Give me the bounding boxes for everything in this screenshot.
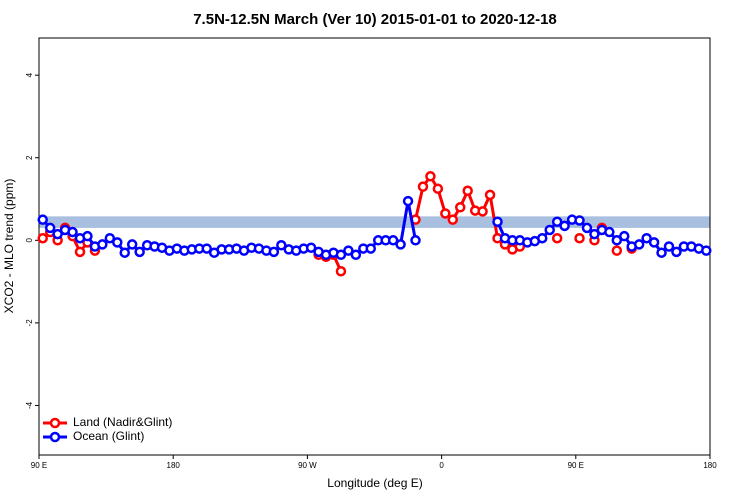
data-point [112,237,123,248]
y-tick-label: 0 [25,238,34,243]
data-point [104,232,116,244]
data-point [641,232,652,244]
data-point [537,232,548,244]
data-point [126,239,138,250]
x-tick-label: 0 [439,461,444,470]
data-point [410,235,421,246]
data-point [574,215,585,226]
data-point [671,246,682,258]
data-point [365,243,377,254]
data-point [440,208,451,219]
x-tick-label: 180 [703,461,717,470]
data-point [305,242,317,253]
data-point [82,230,93,242]
data-point [44,222,56,234]
data-point [462,185,473,197]
data-point [74,246,86,258]
data-point [425,171,436,182]
data-point [604,226,615,238]
data-point [97,239,108,250]
data-point [417,181,429,192]
reference-band [39,216,710,228]
data-point [37,232,48,244]
data-point [701,245,712,256]
x-tick-label: 90 W [298,461,317,470]
data-point [492,216,503,227]
data-point [551,232,563,244]
data-point [484,189,496,201]
data-point [574,232,585,244]
data-point [648,237,660,248]
data-point [663,241,675,252]
data-point [343,245,354,256]
x-tick-label: 90 E [568,461,584,470]
x-tick-label: 180 [167,461,181,470]
data-point [201,243,212,254]
data-point [335,266,347,277]
x-axis-label: Longitude (deg E) [327,476,422,490]
data-point [402,195,414,207]
x-tick-label: 90 E [31,461,47,470]
data-point [551,216,563,227]
data-point [134,246,145,258]
data-point [656,247,667,258]
data-point [454,202,466,213]
data-point [544,224,555,236]
data-point [432,183,444,194]
chart-title: 7.5N-12.5N March (Ver 10) 2015-01-01 to … [193,11,557,28]
data-point [589,228,600,240]
y-axis-label: XCO2 - MLO trend (ppm) [2,179,16,314]
data-point [119,247,130,258]
data-point [581,222,593,234]
data-point [477,206,488,217]
data-point [633,239,645,250]
data-point [268,246,280,258]
data-point [447,214,459,225]
legend-label: Land (Nadir&Glint) [73,415,172,429]
data-point [395,239,406,250]
data-point [350,249,362,261]
y-tick-label: 2 [25,155,34,160]
y-tick-label: -2 [25,319,34,327]
legend-marker [49,417,61,429]
data-point [619,230,630,242]
data-point [67,226,78,238]
data-point [37,214,48,225]
plot-frame [38,37,711,456]
y-tick-label: -4 [25,401,34,409]
data-point [559,220,570,232]
legend-label: Ocean (Glint) [73,429,144,443]
data-point [335,249,347,261]
data-point [611,235,623,246]
data-point [52,228,63,240]
data-point [387,235,399,246]
data-point [276,240,287,251]
legend-marker [49,431,61,443]
y-tick-label: 4 [25,72,34,77]
data-point [611,245,623,256]
